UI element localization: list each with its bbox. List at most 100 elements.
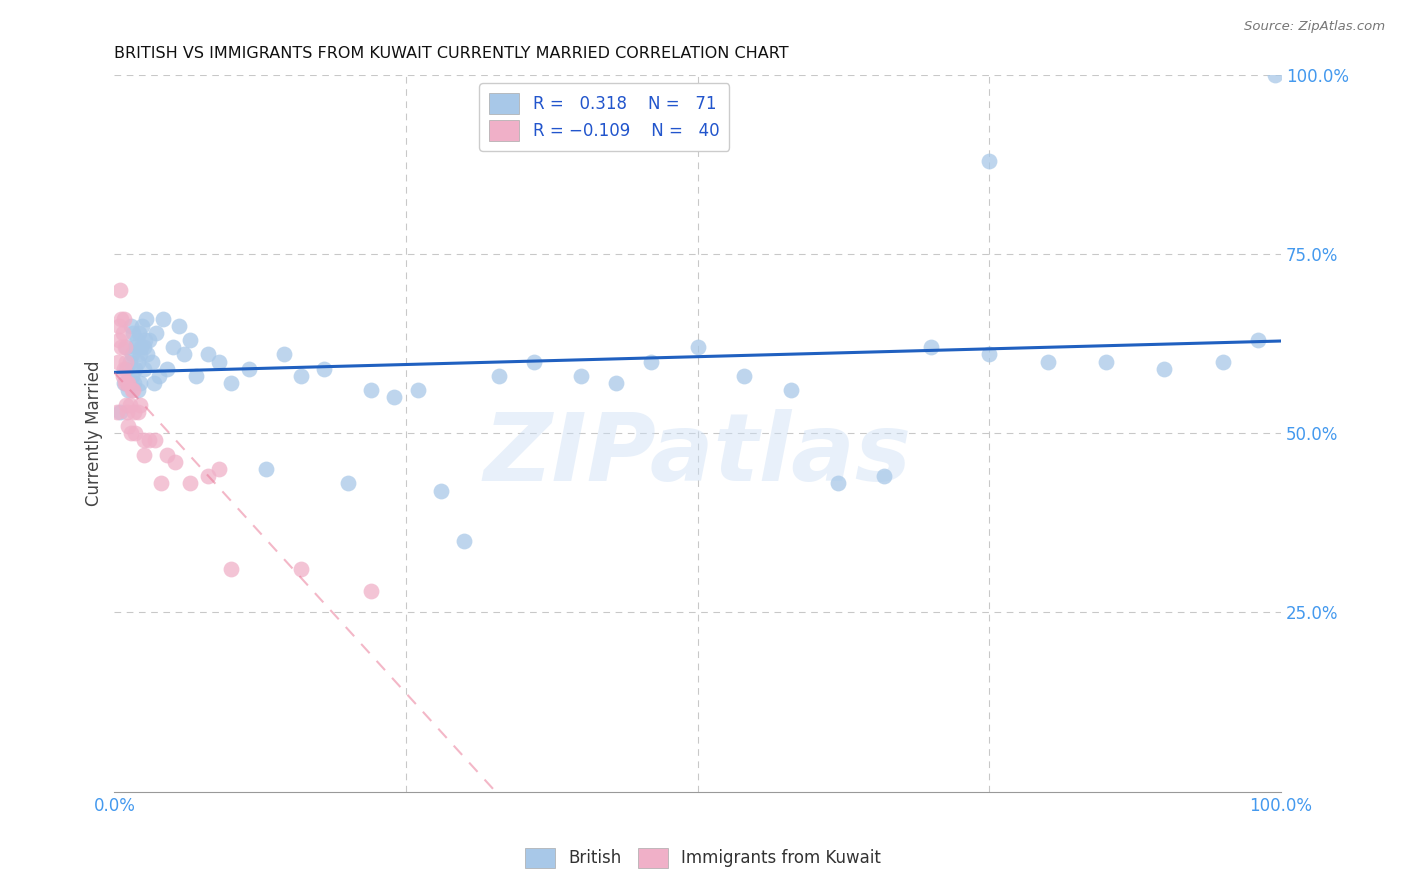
Point — [121, 368, 143, 383]
Point — [290, 368, 312, 383]
Point — [165, 455, 187, 469]
Point — [131, 318, 153, 333]
Point — [184, 368, 207, 383]
Point — [219, 376, 242, 391]
Point — [118, 398, 141, 412]
Point — [430, 483, 453, 498]
Point — [112, 376, 135, 391]
Point — [122, 384, 145, 398]
Point — [120, 318, 142, 333]
Point — [406, 384, 429, 398]
Point — [156, 361, 179, 376]
Point — [138, 434, 160, 448]
Point — [290, 562, 312, 576]
Point — [873, 469, 896, 483]
Point — [360, 384, 382, 398]
Point — [1246, 333, 1268, 347]
Point — [111, 326, 134, 340]
Point — [979, 153, 1001, 168]
Point — [605, 376, 627, 391]
Point — [254, 462, 277, 476]
Point — [108, 333, 131, 347]
Point — [197, 469, 219, 483]
Point — [117, 376, 139, 391]
Point — [128, 326, 150, 340]
Point — [117, 376, 139, 391]
Point — [127, 405, 149, 419]
Point — [117, 384, 139, 398]
Point — [107, 354, 129, 368]
Point — [143, 376, 166, 391]
Y-axis label: Currently Married: Currently Married — [86, 360, 103, 506]
Point — [145, 326, 167, 340]
Text: ZIPatlas: ZIPatlas — [484, 409, 911, 500]
Point — [115, 354, 138, 368]
Point — [640, 354, 662, 368]
Point — [117, 405, 139, 419]
Point — [120, 426, 142, 441]
Point — [112, 311, 135, 326]
Legend: British, Immigrants from Kuwait: British, Immigrants from Kuwait — [517, 841, 889, 875]
Point — [108, 318, 131, 333]
Point — [208, 462, 231, 476]
Point — [1095, 354, 1118, 368]
Point — [733, 368, 755, 383]
Point — [114, 376, 136, 391]
Point — [110, 340, 132, 354]
Point — [136, 347, 159, 361]
Point — [110, 405, 132, 419]
Point — [124, 361, 146, 376]
Point — [111, 368, 134, 383]
Point — [132, 434, 155, 448]
Point — [1212, 354, 1234, 368]
Point — [110, 311, 132, 326]
Point — [121, 384, 143, 398]
Point — [219, 562, 242, 576]
Point — [129, 376, 152, 391]
Point — [197, 347, 219, 361]
Point — [179, 333, 201, 347]
Legend: R =   0.318    N =   71, R = −0.109    N =   40: R = 0.318 N = 71, R = −0.109 N = 40 — [479, 83, 730, 151]
Point — [143, 434, 166, 448]
Text: BRITISH VS IMMIGRANTS FROM KUWAIT CURRENTLY MARRIED CORRELATION CHART: BRITISH VS IMMIGRANTS FROM KUWAIT CURREN… — [114, 46, 789, 62]
Point — [132, 361, 155, 376]
Point — [173, 347, 195, 361]
Point — [115, 361, 138, 376]
Point — [208, 354, 231, 368]
Point — [127, 354, 149, 368]
Point — [360, 584, 382, 599]
Point — [129, 347, 152, 361]
Point — [569, 368, 592, 383]
Point — [129, 340, 152, 354]
Point — [827, 476, 849, 491]
Point — [138, 333, 160, 347]
Point — [122, 376, 145, 391]
Point — [122, 405, 145, 419]
Point — [114, 340, 136, 354]
Point — [141, 354, 163, 368]
Point — [162, 340, 184, 354]
Point — [125, 333, 148, 347]
Point — [150, 476, 173, 491]
Point — [112, 361, 135, 376]
Point — [115, 398, 138, 412]
Point — [132, 340, 155, 354]
Point — [1153, 361, 1175, 376]
Point — [1036, 354, 1059, 368]
Point — [686, 340, 709, 354]
Point — [134, 333, 156, 347]
Text: Source: ZipAtlas.com: Source: ZipAtlas.com — [1244, 20, 1385, 33]
Point — [117, 419, 139, 434]
Point — [336, 476, 359, 491]
Point — [135, 311, 157, 326]
Point — [273, 347, 295, 361]
Point — [129, 398, 152, 412]
Point — [167, 318, 190, 333]
Point — [124, 340, 146, 354]
Point — [122, 326, 145, 340]
Point — [148, 368, 170, 383]
Point — [127, 384, 149, 398]
Point — [382, 391, 405, 405]
Point — [488, 368, 510, 383]
Point — [121, 347, 143, 361]
